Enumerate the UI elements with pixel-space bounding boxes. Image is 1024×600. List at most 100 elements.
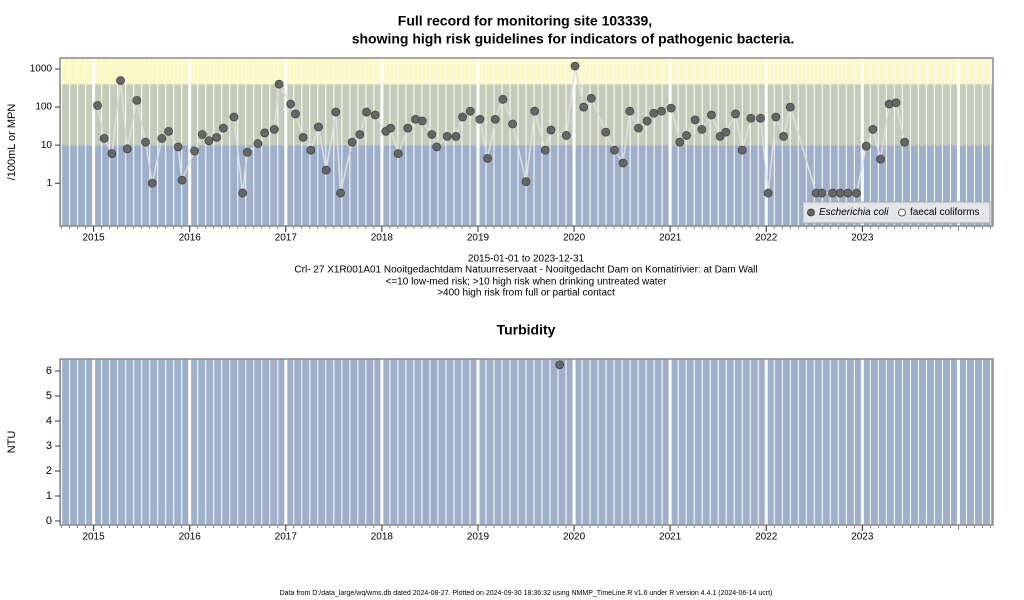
note: <=10 low-med risk; >10 high risk when dr…	[386, 277, 668, 288]
data-point	[675, 137, 685, 147]
data-point	[204, 136, 214, 146]
data-point	[876, 154, 885, 164]
y-tick-label: 2	[46, 465, 52, 477]
data-point	[555, 360, 565, 370]
data-point	[483, 153, 492, 163]
y-tick-label: 100	[35, 102, 52, 113]
data-point	[362, 107, 371, 117]
data-point	[286, 99, 296, 109]
data-point	[625, 106, 635, 116]
data-point	[274, 79, 284, 89]
note: 2015-01-01 to 2023-12-31	[468, 254, 585, 265]
data-point	[771, 112, 781, 122]
data-point	[298, 132, 308, 142]
data-point	[900, 137, 910, 147]
data-point	[843, 188, 853, 198]
x-tick-label: 2016	[179, 233, 202, 244]
y-tick-label: 1	[46, 490, 52, 502]
data-point	[99, 134, 109, 143]
data-point	[746, 113, 756, 123]
data-point	[530, 106, 540, 116]
data-point	[779, 131, 788, 141]
x-tick-label: 2019	[467, 532, 490, 543]
data-point	[763, 188, 773, 198]
data-point	[355, 130, 365, 139]
data-point	[116, 76, 125, 85]
data-point	[336, 188, 345, 198]
data-point	[242, 147, 252, 157]
data-point	[707, 110, 716, 120]
data-point	[132, 95, 142, 105]
x-tick-label: 2021	[659, 532, 682, 543]
data-point	[173, 142, 183, 152]
data-point	[852, 188, 861, 198]
data-point	[891, 98, 901, 108]
data-point	[690, 115, 700, 125]
chart-title: showing high risk guidelines for indicat…	[352, 31, 795, 47]
data-point	[451, 131, 461, 141]
x-tick-label: 2023	[851, 532, 874, 543]
data-point	[107, 149, 117, 158]
data-point	[386, 123, 395, 133]
data-point	[260, 128, 270, 138]
data-point	[370, 110, 380, 120]
data-point	[432, 142, 442, 152]
data-point	[306, 145, 316, 155]
data-point	[122, 144, 132, 154]
y-axis-label: /100mL or MPN	[6, 104, 18, 181]
data-point	[157, 134, 167, 143]
data-point	[737, 145, 747, 155]
x-tick-label: 2015	[83, 532, 106, 543]
data-point	[465, 106, 475, 116]
data-point	[817, 188, 827, 198]
x-tick-label: 2017	[275, 532, 298, 543]
data-point	[601, 127, 611, 137]
y-tick-label: 6	[46, 365, 52, 377]
data-point	[649, 108, 659, 118]
data-point	[442, 131, 452, 141]
y-tick-label: 5	[46, 390, 52, 402]
data-point	[618, 158, 628, 168]
x-tick-label: 2022	[755, 532, 778, 543]
data-point	[141, 137, 150, 147]
y-tick-label: 1	[46, 178, 52, 189]
x-tick-label: 2023	[851, 233, 874, 244]
data-point	[835, 188, 845, 198]
data-point	[253, 139, 263, 148]
plot-frame	[59, 57, 994, 227]
data-point	[570, 61, 580, 71]
data-point	[218, 123, 228, 133]
data-point	[427, 130, 437, 139]
y-tick-label: 0	[46, 515, 52, 527]
y-tick-label: 1000	[30, 64, 53, 75]
data-point	[521, 177, 531, 187]
data-point	[756, 113, 765, 123]
data-point	[657, 106, 666, 116]
data-point	[666, 103, 676, 113]
data-point	[508, 119, 517, 129]
legend-label: faecal coliforms	[910, 207, 979, 218]
data-point	[586, 93, 596, 103]
data-point	[314, 122, 323, 132]
x-tick-label: 2018	[371, 532, 394, 543]
data-point	[579, 102, 589, 112]
data-point	[785, 102, 795, 112]
legend-marker	[807, 208, 815, 217]
data-point	[177, 175, 187, 185]
data-point	[417, 116, 427, 126]
data-point	[498, 94, 508, 104]
data-point	[269, 124, 279, 134]
data-point	[610, 145, 619, 155]
x-tick-label: 2016	[179, 532, 202, 543]
data-point	[546, 125, 556, 135]
legend-box	[802, 201, 991, 224]
data-point	[164, 126, 173, 136]
data-point	[403, 123, 413, 133]
data-point	[147, 178, 157, 188]
data-point	[190, 146, 199, 156]
data-point	[490, 114, 500, 124]
x-tick-label: 2018	[371, 233, 394, 244]
plot-frame	[59, 358, 994, 526]
data-point	[238, 188, 247, 198]
